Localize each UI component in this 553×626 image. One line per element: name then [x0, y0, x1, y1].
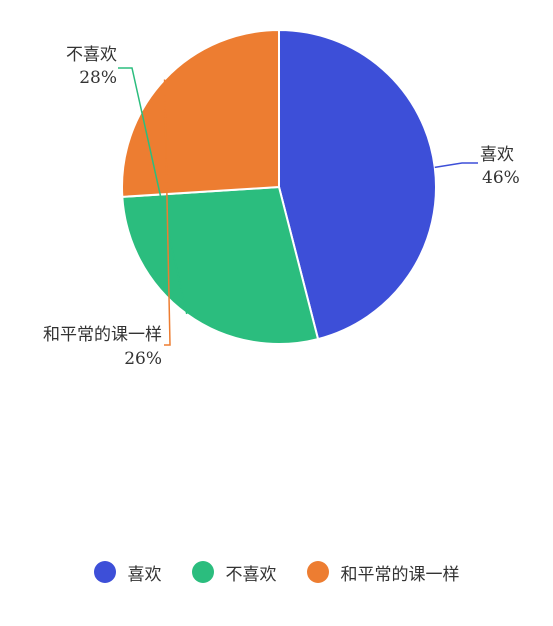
leader-line-2 — [163, 79, 171, 346]
slice-label-1: 不喜欢 — [66, 45, 117, 65]
legend-swatch-0 — [93, 561, 116, 583]
legend-label-0: 喜欢 — [127, 564, 162, 585]
leader-line-0 — [434, 162, 478, 169]
legend-swatch-2 — [306, 561, 329, 583]
legend-swatch-1 — [191, 561, 214, 583]
slice-percent-0: 46% — [482, 168, 520, 188]
legend: 喜欢 不喜欢 和平常的课一样 — [0, 554, 553, 590]
slice-percent-2: 26% — [124, 349, 162, 369]
leader-lines — [118, 67, 478, 346]
slice-label-2: 和平常的课一样 — [43, 325, 162, 345]
legend-item-1[interactable]: 不喜欢 — [191, 560, 277, 585]
legend-label-2: 和平常的课一样 — [340, 564, 460, 585]
legend-label-1: 不喜欢 — [225, 564, 277, 585]
slice-labels: 喜欢 46% 不喜欢 28% 和平常的课一样 26% — [43, 45, 520, 369]
legend-item-2[interactable]: 和平常的课一样 — [306, 560, 460, 585]
slice-label-0: 喜欢 — [480, 145, 514, 165]
pie-slice-2[interactable] — [121, 28, 280, 198]
pie-slices — [121, 28, 437, 345]
legend-item-0[interactable]: 喜欢 — [93, 560, 162, 585]
slice-percent-1: 28% — [79, 68, 117, 88]
leader-line-1 — [118, 67, 188, 315]
